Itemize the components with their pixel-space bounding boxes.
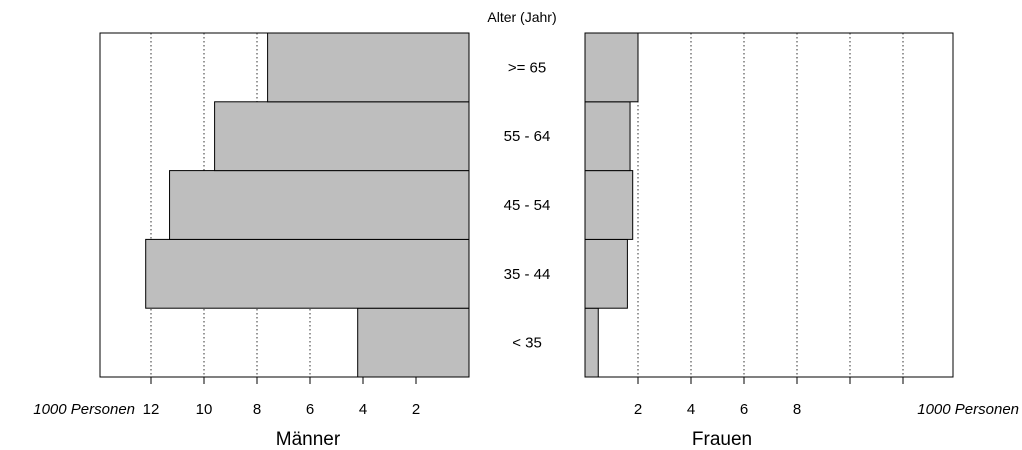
maenner-tick-label-6: 6 bbox=[306, 401, 314, 418]
age-category-label-55-64: 55 - 64 bbox=[504, 128, 551, 145]
maenner-tick-label-12: 12 bbox=[143, 401, 160, 418]
frauen-bar-55-64 bbox=[584, 101, 631, 172]
maenner-tick-label-2: 2 bbox=[412, 401, 420, 418]
bar-layer bbox=[145, 32, 639, 378]
frauen-bar-35 bbox=[584, 307, 599, 378]
age-category-label-35-44: 35 - 44 bbox=[504, 266, 551, 283]
age-category-label-65: >= 65 bbox=[508, 59, 546, 76]
maenner-tick-label-8: 8 bbox=[253, 401, 261, 418]
maenner-plot-frame bbox=[99, 32, 470, 378]
frauen-plot-frame bbox=[584, 32, 954, 378]
frauen-tick-label-6: 6 bbox=[740, 401, 748, 418]
age-category-label-35: < 35 bbox=[512, 335, 542, 352]
maenner-tick-label-10: 10 bbox=[196, 401, 213, 418]
frauen-bar-45-54 bbox=[584, 170, 634, 240]
maenner-bar-65 bbox=[267, 32, 470, 103]
age-category-label-45-54: 45 - 54 bbox=[504, 197, 551, 214]
maenner-bar-55-64 bbox=[214, 101, 470, 172]
maenner-bar-35-44 bbox=[145, 238, 470, 309]
label-layer: 2 4 6 8 10 12 2 4 6 8 < 35 35 - 44 45 - 54 55 - 64 >= … bbox=[143, 59, 802, 418]
frauen-bar-65 bbox=[584, 32, 639, 103]
maenner-bar-35 bbox=[357, 307, 470, 378]
center-axis-title: Alter (Jahr) bbox=[487, 9, 556, 25]
maenner-bar-45-54 bbox=[169, 170, 470, 240]
maenner-tick-label-4: 4 bbox=[359, 401, 367, 418]
frauen-tick-label-4: 4 bbox=[687, 401, 695, 418]
maenner-panel-title: Männer bbox=[276, 429, 341, 450]
tick-layer bbox=[150, 377, 904, 384]
frauen-bar-35-44 bbox=[584, 238, 628, 309]
frauen-tick-label-2: 2 bbox=[634, 401, 642, 418]
frauen-panel-title: Frauen bbox=[692, 429, 752, 450]
right-unit-label: 1000 Personen bbox=[917, 401, 1019, 418]
frauen-tick-label-8: 8 bbox=[793, 401, 801, 418]
left-unit-label: 1000 Personen bbox=[33, 401, 135, 418]
